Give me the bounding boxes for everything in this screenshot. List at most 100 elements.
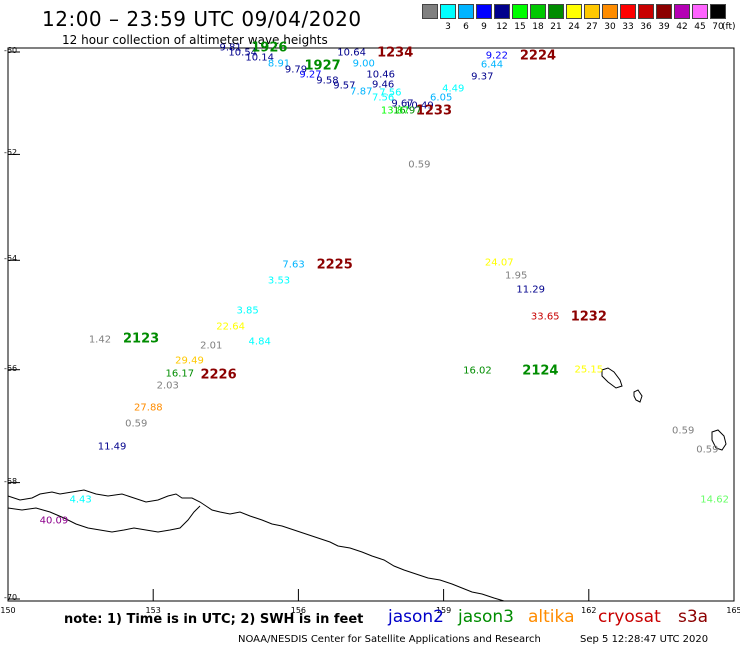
- scale-swatch: [422, 4, 438, 19]
- wave-height-value: 4.49: [442, 83, 465, 95]
- wave-height-value: 24.07: [484, 257, 514, 269]
- wave-height-value: 11.29: [516, 284, 546, 296]
- pass-time-label: 1926: [251, 40, 288, 56]
- latitude-label: -68: [4, 476, 18, 486]
- axis-ticks: [7, 51, 735, 601]
- wave-height-value: 3.53: [267, 275, 291, 287]
- pass-time-label: 2123: [123, 331, 160, 347]
- satellite-legend-jason3: jason3: [458, 607, 514, 627]
- wave-height-value: 40.09: [39, 515, 69, 527]
- wave-height-value: 9.57: [333, 80, 356, 92]
- latitude-label: -64: [4, 254, 18, 264]
- pass-time-label: 2124: [522, 363, 559, 379]
- wave-height-value: 16.17: [165, 368, 195, 380]
- longitude-label: 162: [581, 606, 597, 615]
- latitude-label: -70: [4, 593, 18, 602]
- wave-height-value: 9.46: [371, 79, 395, 91]
- footer-note: note: 1) Time is in UTC; 2) SWH is in fe…: [64, 612, 364, 627]
- wave-height-value: 0.59: [125, 418, 148, 430]
- wave-height-value: 2.01: [200, 340, 223, 352]
- scale-swatch: [440, 4, 456, 19]
- longitude-label: 156: [290, 606, 307, 615]
- timestamp-text: Sep 5 12:28:47 UTC 2020: [580, 634, 709, 645]
- wave-height-value: 16.02: [463, 365, 492, 377]
- latitude-label: -62: [4, 148, 18, 158]
- scale-label: 39: [658, 22, 670, 32]
- scale-swatch: [584, 4, 600, 19]
- scale-swatch: [512, 4, 528, 19]
- wave-height-value: 7.63: [282, 259, 305, 271]
- scale-label: 27: [586, 22, 598, 32]
- wave-height-value: 4.43: [69, 494, 92, 506]
- wave-height-value: 9.37: [471, 71, 494, 83]
- scale-label: 21: [550, 22, 562, 32]
- wave-height-value: 29.49: [175, 355, 204, 367]
- wave-height-value: 4.84: [248, 336, 271, 348]
- wave-height-value: 8.91: [267, 58, 291, 70]
- pass-time-label: 2224: [519, 48, 557, 64]
- wave-height-value: 11.49: [97, 441, 127, 453]
- scale-swatch: [566, 4, 582, 19]
- wave-height-value: 0.59: [408, 159, 431, 171]
- wave-height-value: 10.54: [228, 47, 258, 59]
- wave-height-value: 9.79: [284, 64, 308, 76]
- pass-time-label: 1927: [304, 58, 341, 74]
- wave-height-value: 10.49: [405, 100, 434, 112]
- scale-swatch: [458, 4, 474, 19]
- pass-time-label: 1232: [570, 309, 607, 325]
- scale-label: 42: [676, 22, 688, 32]
- satellite-legend-altika: altika: [528, 607, 575, 627]
- scale-label: 18: [532, 22, 544, 32]
- wave-height-value: 9.58: [316, 75, 339, 87]
- wave-height-value: 10.46: [366, 69, 395, 81]
- longitude-label: 153: [145, 606, 161, 615]
- wave-height-value: 9.81: [219, 42, 242, 54]
- latitude-label: -60: [4, 46, 18, 55]
- wave-height-value: 0.59: [696, 444, 719, 456]
- satellite-legend-jason2: jason2: [388, 607, 444, 627]
- satellite-legend-s3a: s3a: [678, 607, 709, 627]
- scale-label: 24: [568, 22, 580, 32]
- wave-height-value: 22.64: [216, 321, 245, 333]
- wave-height-value: 0.59: [672, 425, 695, 437]
- wave-height-value: 9.67: [391, 98, 414, 110]
- wave-height-value: 6.05: [430, 92, 453, 104]
- scale-label: 36: [640, 22, 652, 32]
- wave-height-value: 16.97: [392, 105, 422, 117]
- scale-label: 3: [445, 22, 451, 32]
- scale-swatch: [692, 4, 708, 19]
- wave-height-value: 14.62: [700, 494, 729, 506]
- pass-time-label: 2226: [200, 367, 237, 383]
- wave-height-value: 13.87: [380, 105, 410, 117]
- wave-height-value: 1.95: [505, 270, 528, 282]
- wave-height-value: 7.87: [350, 86, 373, 98]
- scale-swatch: [656, 4, 672, 19]
- scale-swatch: [548, 4, 564, 19]
- wave-height-value: 7.56: [371, 92, 395, 104]
- satellite-legend-cryosat: cryosat: [598, 607, 661, 627]
- wave-height-value: 9.22: [485, 50, 508, 62]
- longitude-label: 150: [0, 606, 16, 615]
- wave-height-value: 2.03: [156, 380, 179, 392]
- wave-height-value: 27.88: [134, 402, 163, 414]
- scale-swatch: [638, 4, 654, 19]
- scale-swatch: [620, 4, 636, 19]
- scale-unit: (ft): [722, 22, 736, 32]
- island-1: [601, 367, 623, 389]
- wave-height-value: 9.27: [299, 69, 322, 81]
- wave-height-value: 9.00: [352, 58, 375, 70]
- scale-swatch: [602, 4, 618, 19]
- scale-label: 15: [514, 22, 526, 32]
- credit-text: NOAA/NESDIS Center for Satellite Applica…: [238, 634, 541, 645]
- pass-time-label: 1233: [415, 103, 452, 119]
- scale-swatch: [710, 4, 726, 19]
- wave-height-value: 6.44: [480, 59, 504, 71]
- wave-height-value: 3.85: [236, 305, 259, 317]
- wave-height-value: 10.14: [245, 52, 274, 64]
- pass-time-label: 2225: [316, 257, 353, 273]
- pass-time-label: 1234: [377, 45, 414, 61]
- scale-swatch: [494, 4, 510, 19]
- wave-height-value: 1.42: [88, 334, 112, 346]
- scale-label: 9: [481, 22, 487, 32]
